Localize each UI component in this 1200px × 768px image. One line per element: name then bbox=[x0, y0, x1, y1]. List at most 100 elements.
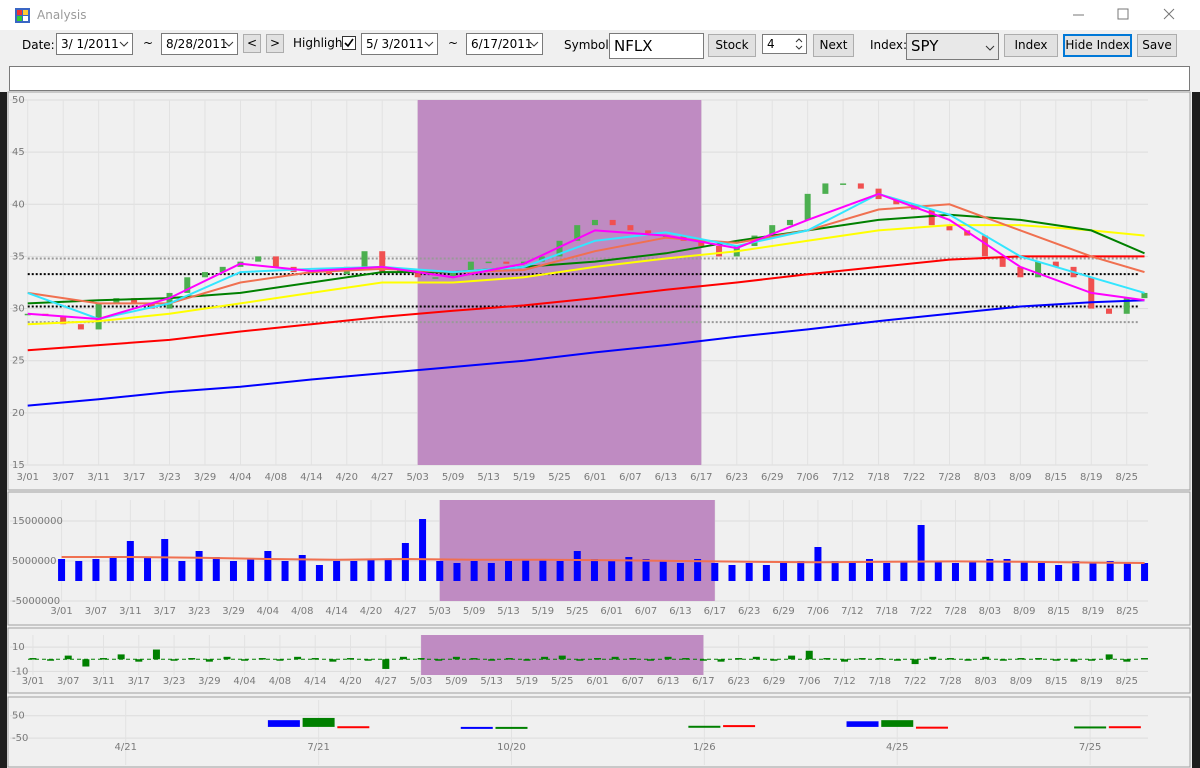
backdrop-left bbox=[0, 92, 7, 768]
bar bbox=[315, 565, 323, 581]
bar bbox=[745, 563, 753, 581]
x-tick-label: 8/25 bbox=[1116, 606, 1138, 617]
candle bbox=[591, 219, 598, 226]
bar bbox=[64, 655, 72, 660]
candle bbox=[999, 256, 1006, 267]
bar bbox=[188, 658, 196, 660]
highlight-checkbox[interactable] bbox=[342, 36, 356, 50]
bar bbox=[126, 541, 134, 581]
x-tick-label: 4/08 bbox=[291, 606, 313, 617]
symbol-input[interactable]: NFLX bbox=[609, 33, 704, 59]
bar bbox=[541, 656, 549, 660]
x-tick-label: 3/07 bbox=[57, 676, 79, 687]
index-button[interactable]: Index bbox=[1004, 34, 1058, 57]
candle bbox=[166, 292, 173, 309]
candle bbox=[538, 256, 545, 262]
candle bbox=[609, 219, 616, 226]
bar bbox=[934, 561, 942, 581]
index-select[interactable]: SPY bbox=[906, 33, 999, 60]
x-tick-label: 4/04 bbox=[229, 472, 251, 483]
x-tick-label: 3/11 bbox=[119, 606, 141, 617]
y-tick-label: 40 bbox=[12, 199, 25, 210]
x-tick-label: 7/18 bbox=[869, 676, 891, 687]
candle bbox=[201, 272, 208, 278]
highlight-band bbox=[421, 635, 704, 675]
x-tick-label: 8/19 bbox=[1082, 606, 1104, 617]
bar bbox=[488, 659, 496, 661]
bar bbox=[611, 656, 619, 660]
indicator-line bbox=[27, 203, 1145, 305]
x-tick-label: 5/09 bbox=[463, 606, 485, 617]
date-to-picker[interactable]: 8/28/2011 bbox=[161, 33, 238, 55]
y-tick-label: 50 bbox=[12, 95, 25, 106]
x-tick-label: 3/17 bbox=[128, 676, 150, 687]
candle bbox=[662, 235, 669, 238]
y-tick-label: 45 bbox=[12, 147, 25, 158]
bar bbox=[664, 656, 672, 660]
x-tick-label: 5/19 bbox=[532, 606, 554, 617]
candle bbox=[290, 266, 297, 273]
candle bbox=[1123, 298, 1130, 314]
save-button[interactable]: Save bbox=[1137, 34, 1177, 57]
candle bbox=[255, 256, 262, 262]
x-tick-label: 5/13 bbox=[497, 606, 519, 617]
chart-panel: -50 50 4/21 7/21 10/20 1/26 4/25 7/25 bbox=[7, 696, 1191, 768]
empty-text-box[interactable] bbox=[9, 66, 1190, 91]
candle bbox=[450, 272, 457, 278]
x-tick-label: 4/27 bbox=[375, 676, 397, 687]
stock-button[interactable]: Stock bbox=[708, 34, 756, 57]
highlight-from: 5/ 3/2011 bbox=[366, 37, 424, 51]
group-bar bbox=[337, 726, 370, 729]
bar bbox=[625, 557, 633, 581]
group-bar bbox=[267, 720, 300, 727]
x-tick-label: 6/01 bbox=[586, 676, 608, 687]
highlight-from-picker[interactable]: 5/ 3/2011 bbox=[361, 33, 438, 55]
candle bbox=[77, 324, 84, 330]
candle bbox=[1141, 292, 1148, 299]
date-from-picker[interactable]: 3/ 1/2011 bbox=[56, 33, 133, 55]
next-arrow-button[interactable]: > bbox=[266, 34, 284, 53]
bar bbox=[762, 565, 770, 581]
bar bbox=[646, 659, 654, 661]
index-label: Index: bbox=[870, 38, 908, 52]
x-tick-label: 5/03 bbox=[429, 606, 451, 617]
x-tick-label: 8/09 bbox=[1013, 606, 1035, 617]
chart-panel: -10 10 3/01 3/07 3/11 3/17 3/23 3/29 4/04 4/08 4/1… bbox=[7, 627, 1191, 694]
x-tick-label: 3/29 bbox=[222, 606, 244, 617]
bar bbox=[294, 656, 302, 660]
candle bbox=[219, 266, 226, 273]
x-tick-label: 6/23 bbox=[726, 472, 748, 483]
candle bbox=[645, 230, 652, 236]
bar bbox=[797, 561, 805, 581]
next-button[interactable]: Next bbox=[813, 34, 854, 57]
x-tick-label: 8/03 bbox=[974, 676, 996, 687]
group-bar bbox=[495, 726, 528, 729]
x-tick-label: 7/28 bbox=[939, 676, 961, 687]
bar bbox=[523, 659, 531, 661]
candle bbox=[733, 246, 740, 257]
prev-button[interactable]: < bbox=[243, 34, 261, 53]
bar bbox=[58, 559, 66, 581]
x-tick-label: 4/20 bbox=[360, 606, 382, 617]
x-tick-label: 6/23 bbox=[738, 606, 760, 617]
bar bbox=[367, 559, 375, 581]
bar bbox=[350, 561, 358, 581]
window-controls[interactable] bbox=[1060, 0, 1200, 30]
bar bbox=[212, 557, 220, 581]
candle bbox=[574, 225, 581, 241]
candle bbox=[60, 315, 67, 325]
candle bbox=[964, 230, 971, 236]
date-from: 3/ 1/2011 bbox=[61, 37, 119, 51]
hide-index-button[interactable]: Hide Index bbox=[1063, 34, 1132, 57]
candle bbox=[1035, 261, 1042, 278]
candle bbox=[521, 261, 528, 264]
x-tick-label: 7/12 bbox=[832, 472, 854, 483]
candle bbox=[1070, 266, 1077, 278]
step-spinner[interactable]: 4 bbox=[762, 34, 807, 54]
candle bbox=[308, 272, 315, 274]
highlight-to-picker[interactable]: 6/17/2011 bbox=[466, 33, 543, 55]
bar bbox=[823, 658, 831, 660]
bar bbox=[969, 561, 977, 581]
bar bbox=[711, 563, 719, 581]
